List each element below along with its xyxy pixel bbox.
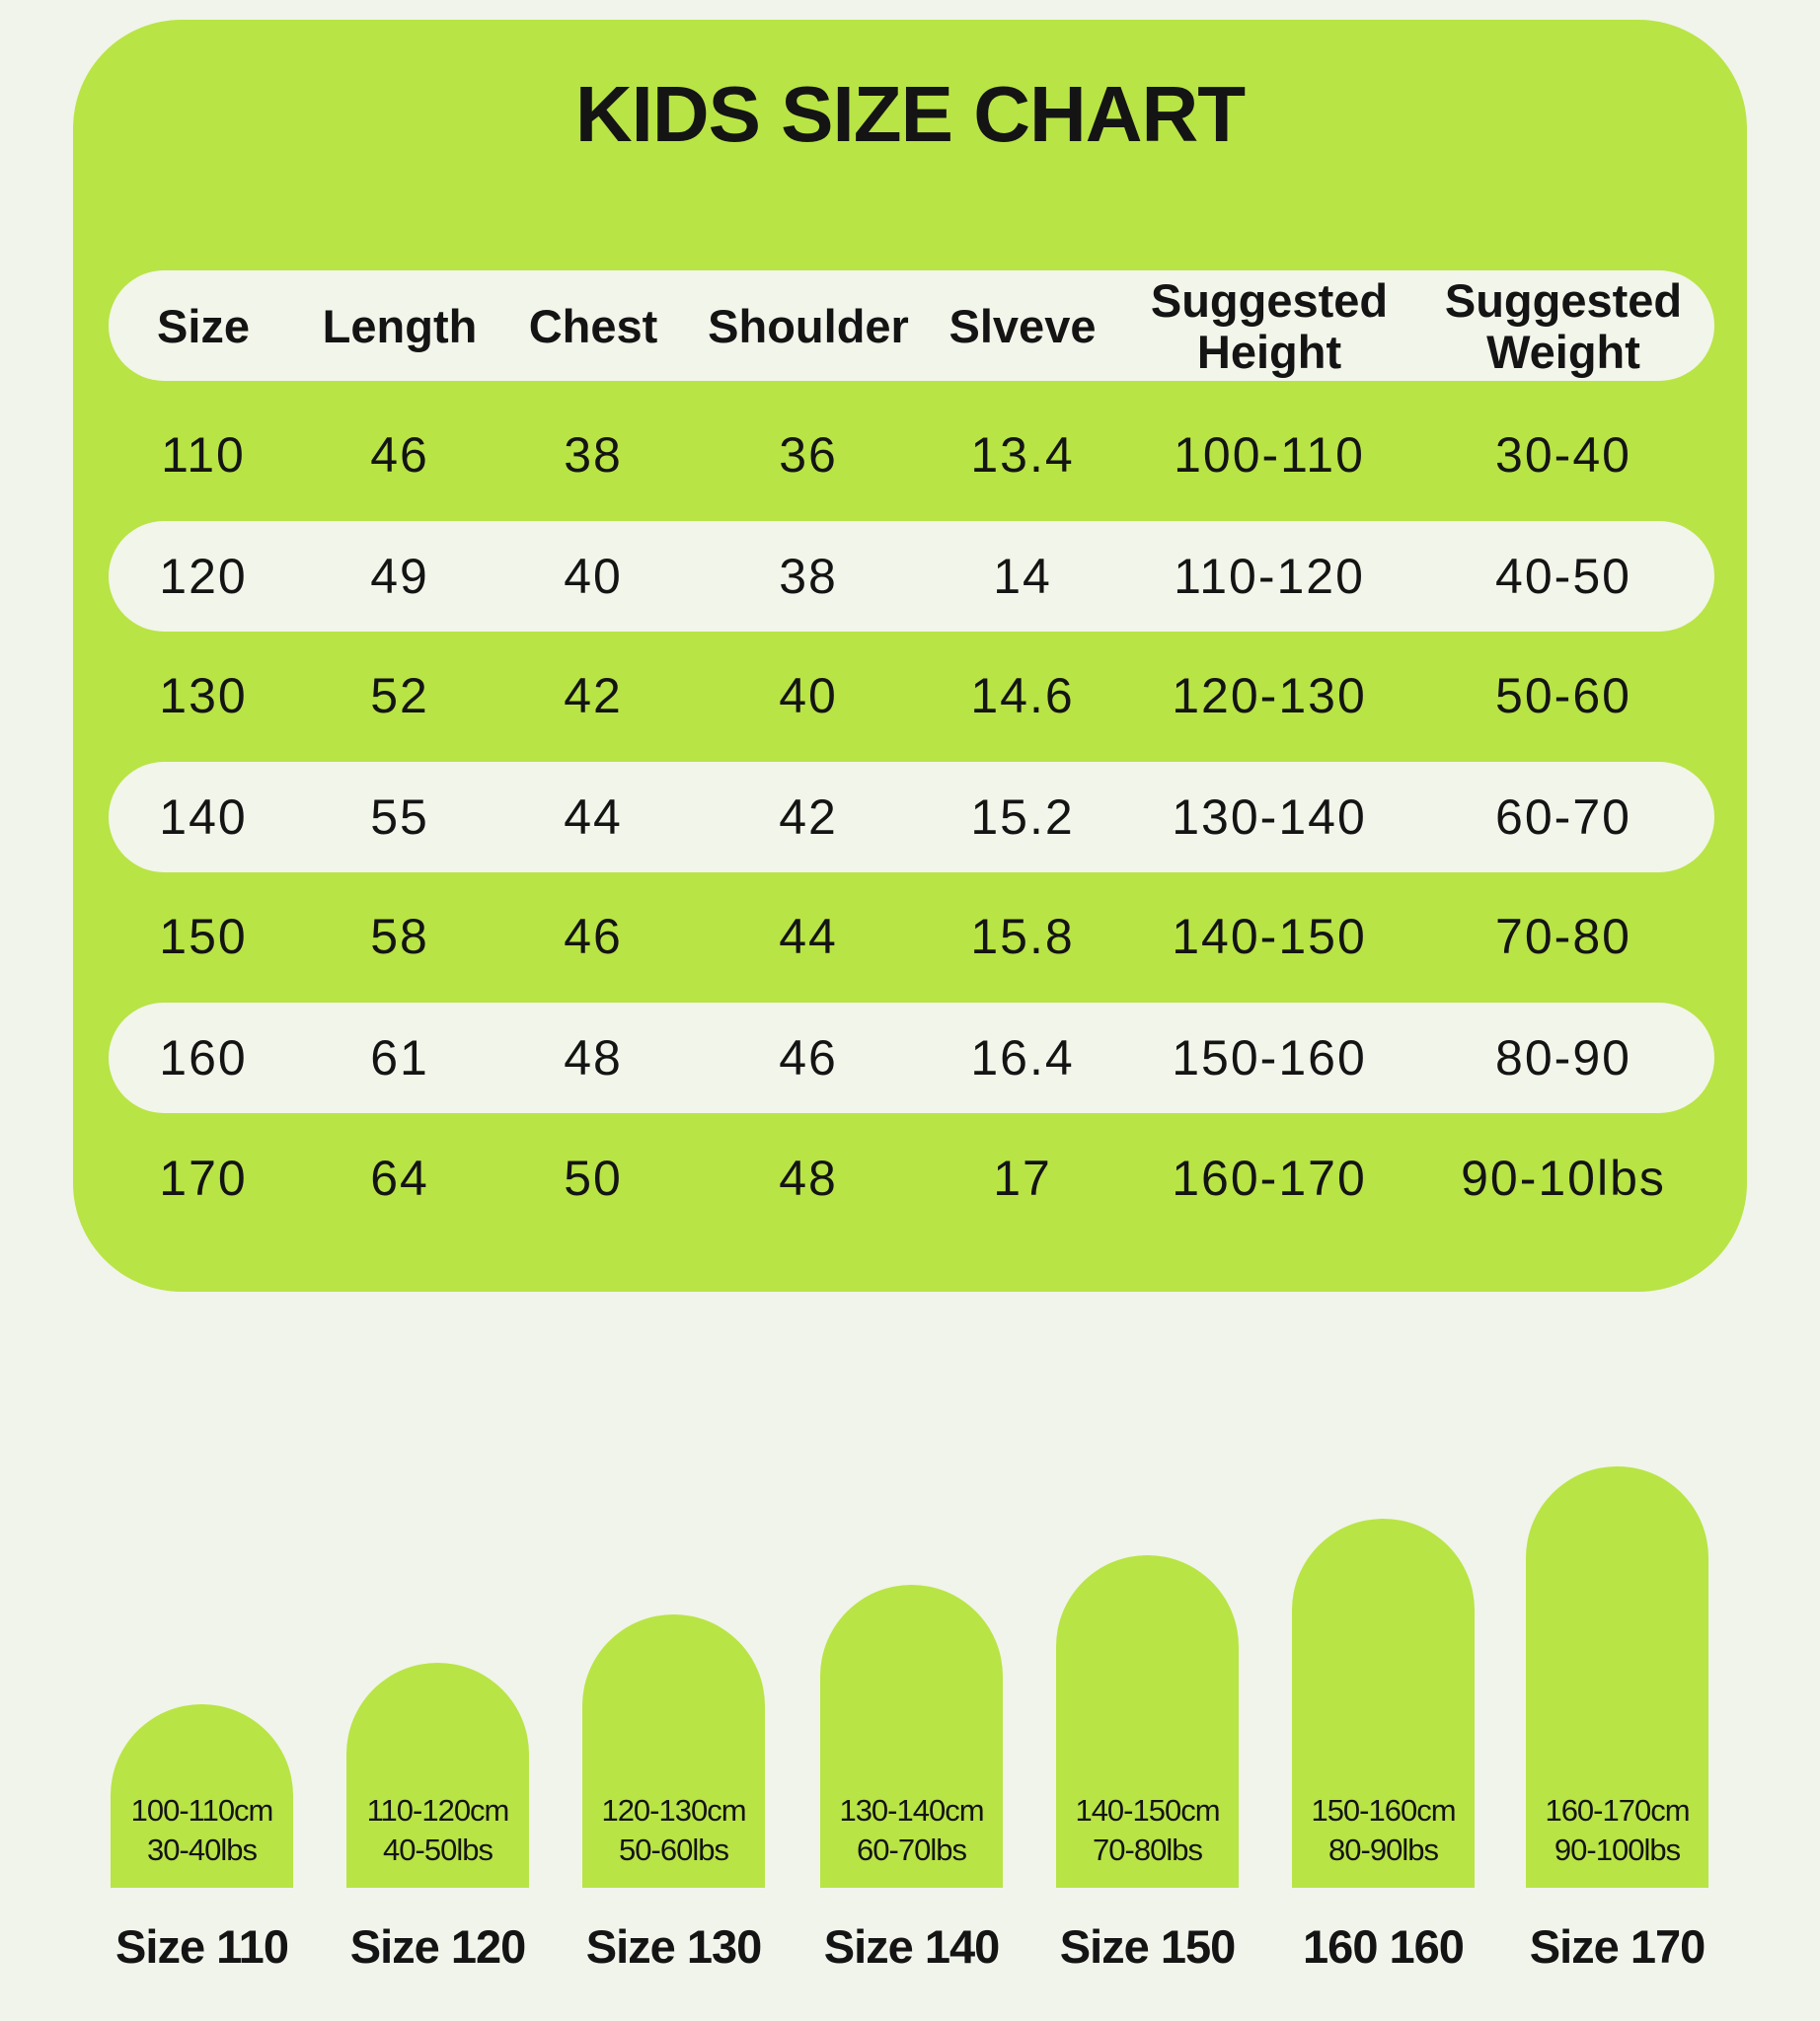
table-cell: 40 [779, 668, 838, 723]
row-pill [109, 1003, 1714, 1113]
arch-height: 160-170cm [1545, 1793, 1690, 1828]
size-arch [1292, 1519, 1475, 1888]
arch-height: 130-140cm [839, 1793, 984, 1828]
size-label: Size 130 [585, 1920, 763, 1973]
table-cell: 170 [159, 1151, 248, 1206]
table-cell: 46 [564, 909, 623, 964]
arch-height: 110-120cm [366, 1793, 510, 1828]
table-cell: 40-50 [1495, 549, 1631, 604]
arch-weight: 40-50lbs [383, 1833, 493, 1867]
arch-height: 120-130cm [601, 1793, 746, 1828]
header-cell: Suggested Weight [1444, 274, 1683, 378]
table-cell: 14 [993, 549, 1052, 604]
table-cell: 58 [370, 909, 429, 964]
row-pill [109, 521, 1714, 632]
table-cell: 46 [370, 427, 429, 483]
size-label: Size 150 [1059, 1920, 1237, 1973]
table-cell: 140 [159, 789, 248, 845]
table-cell: 17 [993, 1151, 1052, 1206]
table-cell: 38 [564, 427, 623, 483]
size-arch [346, 1663, 529, 1888]
arch-weight: 80-90lbs [1328, 1833, 1439, 1867]
header-cell: Slveve [948, 300, 1097, 352]
table-cell: 48 [564, 1030, 623, 1085]
row-pill [109, 762, 1714, 872]
size-arch [1526, 1466, 1708, 1888]
table-cell: 30-40 [1495, 427, 1631, 483]
table-cell: 15.8 [970, 909, 1075, 964]
header-cell: Chest [528, 300, 658, 352]
table-cell: 14.6 [970, 668, 1075, 723]
header-pill [109, 270, 1714, 381]
arch-height: 100-110cm [130, 1793, 274, 1828]
table-cell: 110 [161, 427, 246, 483]
table-cell: 150 [159, 909, 248, 964]
arch-height: 150-160cm [1311, 1793, 1456, 1828]
table-cell: 16.4 [970, 1030, 1075, 1085]
table-cell: 64 [370, 1151, 429, 1206]
table-cell: 120 [159, 549, 248, 604]
table-cell: 100-110 [1174, 427, 1365, 483]
table-cell: 44 [779, 909, 838, 964]
table-cell: 160-170 [1172, 1151, 1367, 1206]
table-cell: 13.4 [970, 427, 1075, 483]
header-cell: Suggested Height [1150, 274, 1389, 378]
header-cell: Length [322, 300, 478, 352]
size-label: Size 120 [349, 1920, 527, 1973]
arch-height: 140-150cm [1075, 1793, 1220, 1828]
size-label: 160 160 [1303, 1920, 1465, 1973]
table-cell: 40 [564, 549, 623, 604]
size-arch [820, 1585, 1003, 1888]
table-cell: 38 [779, 549, 838, 604]
table-cell: 46 [779, 1030, 838, 1085]
table-cell: 42 [564, 668, 623, 723]
table-cell: 44 [564, 789, 623, 845]
size-arch [582, 1614, 765, 1888]
table-cell: 90-10lbs [1461, 1151, 1666, 1206]
size-arch [1056, 1555, 1239, 1888]
arch-weight: 50-60lbs [619, 1833, 729, 1867]
table-cell: 61 [370, 1030, 429, 1085]
table-cell: 60-70 [1495, 789, 1631, 845]
table-cell: 50 [564, 1151, 623, 1206]
arch-weight: 70-80lbs [1093, 1833, 1203, 1867]
table-cell: 48 [779, 1151, 838, 1206]
arch-weight: 60-70lbs [857, 1833, 967, 1867]
table-cell: 42 [779, 789, 838, 845]
table-cell: 120-130 [1172, 668, 1367, 723]
size-label: Size 110 [115, 1920, 289, 1973]
table-cell: 55 [370, 789, 429, 845]
table-cell: 130 [159, 668, 248, 723]
table-cell: 49 [370, 549, 429, 604]
table-cell: 70-80 [1495, 909, 1631, 964]
table-cell: 160 [159, 1030, 248, 1085]
arch-weight: 30-40lbs [147, 1833, 258, 1867]
header-cell: Shoulder [708, 300, 909, 352]
arch-weight: 90-100lbs [1554, 1833, 1681, 1867]
size-label: Size 140 [823, 1920, 1001, 1973]
table-cell: 110-120 [1174, 549, 1365, 604]
header-cell: Size [156, 300, 251, 352]
table-cell: 130-140 [1172, 789, 1367, 845]
table-cell: 50-60 [1495, 668, 1631, 723]
size-arch [111, 1704, 293, 1888]
table-cell: 36 [779, 427, 838, 483]
table-cell: 140-150 [1172, 909, 1367, 964]
size-label: Size 170 [1529, 1920, 1706, 1973]
title: KIDS SIZE CHART [574, 70, 1246, 158]
table-cell: 150-160 [1172, 1030, 1367, 1085]
table-cell: 15.2 [970, 789, 1075, 845]
table-cell: 52 [370, 668, 429, 723]
table-cell: 80-90 [1495, 1030, 1631, 1085]
